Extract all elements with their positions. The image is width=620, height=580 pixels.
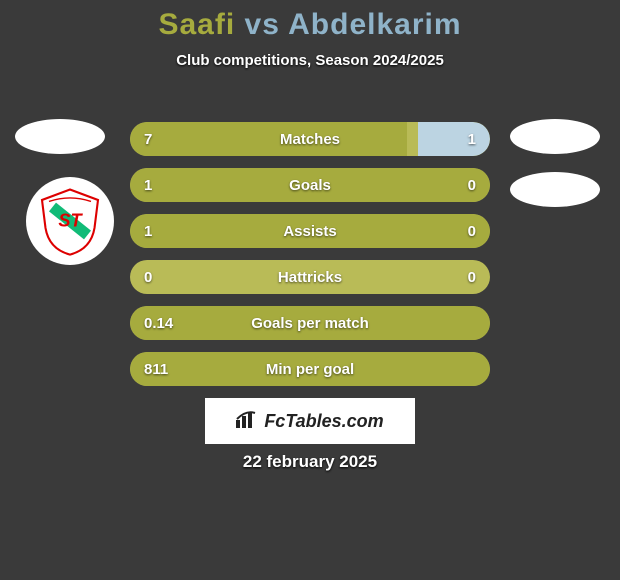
svg-text:ST: ST bbox=[58, 211, 83, 231]
player1-name: Saafi bbox=[158, 8, 235, 41]
stat-row: 0.14Goals per match bbox=[130, 306, 490, 340]
stat-row: 10Goals bbox=[130, 168, 490, 202]
shield-icon: ST bbox=[35, 186, 105, 256]
stat-label: Goals per match bbox=[130, 306, 490, 340]
stat-row: 00Hattricks bbox=[130, 260, 490, 294]
player1-badge bbox=[15, 119, 105, 154]
team-logo: ST bbox=[26, 177, 114, 265]
brand-text: FcTables.com bbox=[264, 411, 383, 432]
stats-bars: 71Matches 10Goals 10Assists 00Hattricks 0.14… bbox=[130, 122, 490, 398]
stat-label: Goals bbox=[130, 168, 490, 202]
stat-row: 811Min per goal bbox=[130, 352, 490, 386]
brand-bars-icon bbox=[236, 410, 258, 433]
stat-label: Matches bbox=[130, 122, 490, 156]
stat-label: Assists bbox=[130, 214, 490, 248]
brand-box: FcTables.com bbox=[205, 398, 415, 444]
player2-badge-2 bbox=[510, 172, 600, 207]
player2-name: Abdelkarim bbox=[288, 8, 461, 41]
player2-badge-1 bbox=[510, 119, 600, 154]
page-title: Saafi vs Abdelkarim bbox=[0, 0, 620, 42]
stat-row: 10Assists bbox=[130, 214, 490, 248]
stat-label: Hattricks bbox=[130, 260, 490, 294]
stat-row: 71Matches bbox=[130, 122, 490, 156]
vs-text: vs bbox=[245, 8, 280, 41]
date-text: 22 february 2025 bbox=[0, 452, 620, 472]
subtitle: Club competitions, Season 2024/2025 bbox=[0, 52, 620, 69]
stat-label: Min per goal bbox=[130, 352, 490, 386]
